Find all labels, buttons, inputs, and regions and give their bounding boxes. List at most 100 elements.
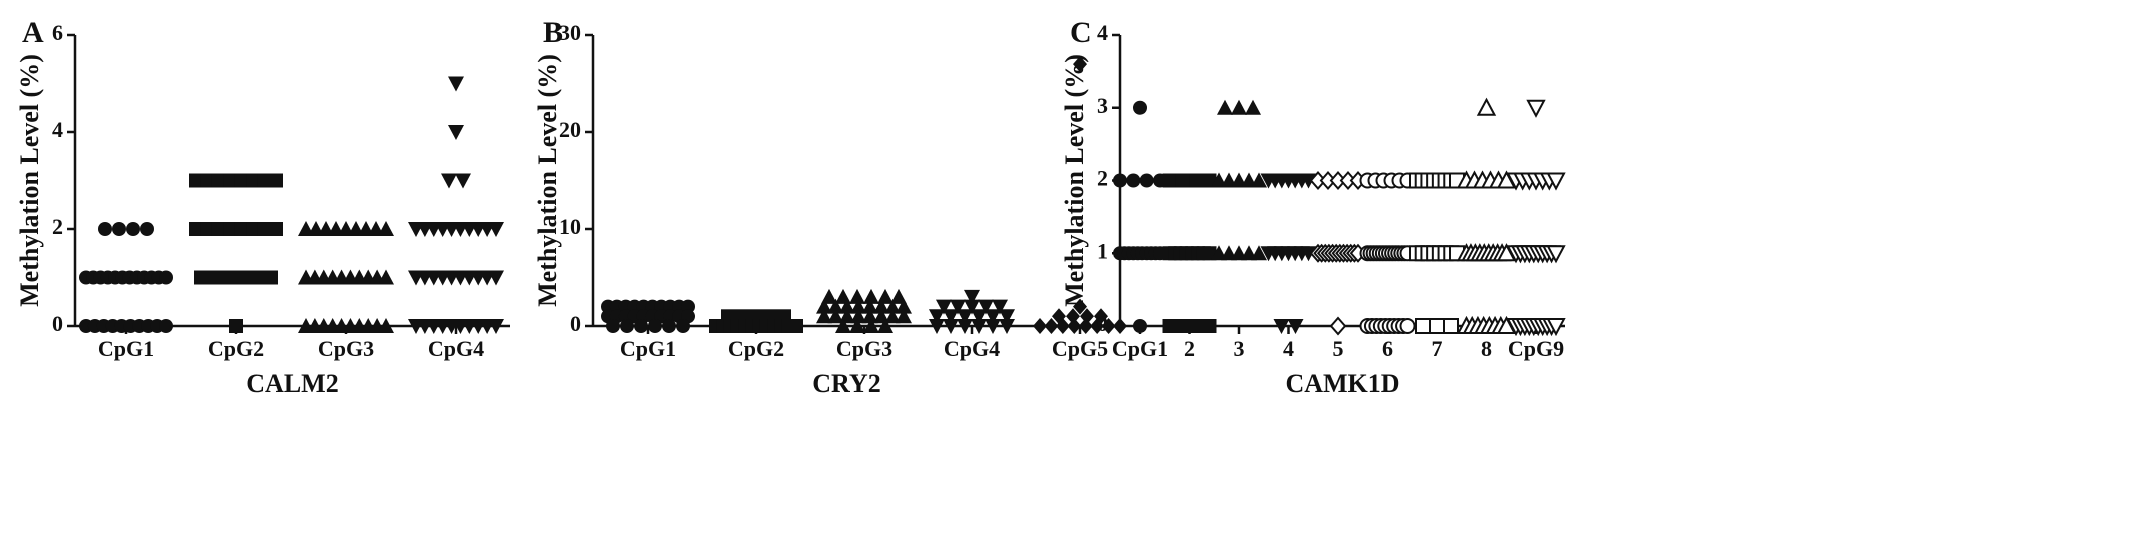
point	[246, 222, 261, 236]
point	[1231, 99, 1247, 115]
y-tick-label: 2	[52, 214, 63, 239]
point	[269, 222, 283, 236]
point	[378, 318, 394, 333]
point	[211, 173, 226, 188]
point	[1476, 97, 1497, 116]
point	[1139, 173, 1154, 188]
point	[957, 309, 973, 325]
point	[112, 222, 126, 236]
point	[1133, 319, 1147, 333]
point	[378, 221, 394, 236]
x-tick-label: CpG2	[728, 336, 784, 361]
point	[681, 299, 695, 314]
y-axis-title: Methylation Level (%)	[533, 54, 562, 307]
point	[1546, 318, 1566, 337]
point	[194, 270, 208, 285]
point	[863, 318, 879, 333]
point	[257, 222, 272, 236]
point	[1133, 100, 1147, 115]
point	[264, 270, 278, 285]
point	[789, 319, 803, 333]
point	[1189, 173, 1204, 188]
point	[488, 270, 504, 286]
x-tick-label: 2	[1184, 336, 1195, 361]
point	[189, 222, 203, 236]
y-tick-label: 10	[559, 214, 581, 239]
point	[1300, 246, 1317, 262]
point	[950, 299, 966, 315]
point	[964, 299, 980, 315]
point	[236, 270, 250, 285]
point	[1067, 318, 1082, 334]
point	[985, 309, 1001, 325]
y-tick-label: 0	[570, 311, 581, 336]
point	[662, 319, 676, 333]
point	[1101, 318, 1116, 334]
point	[1078, 318, 1093, 334]
point	[257, 173, 272, 188]
point	[229, 319, 243, 333]
point	[98, 222, 112, 236]
point	[943, 309, 959, 325]
x-tick-label: 8	[1481, 336, 1492, 361]
point	[1300, 173, 1317, 189]
point	[1113, 173, 1127, 188]
point	[488, 319, 504, 334]
point	[1251, 245, 1267, 261]
point	[126, 222, 140, 236]
point	[1546, 245, 1566, 264]
point	[1126, 173, 1141, 188]
point	[1526, 99, 1546, 118]
point	[978, 299, 994, 315]
point	[222, 270, 236, 285]
x-tick-label: CpG9	[1508, 336, 1564, 361]
point	[441, 173, 457, 189]
x-tick-label: CpG4	[944, 336, 1000, 361]
point	[606, 319, 620, 333]
point	[877, 318, 893, 333]
panel-label: A	[22, 16, 44, 49]
y-axis-title: Methylation Level (%)	[1060, 54, 1089, 307]
point	[1329, 316, 1347, 336]
point	[943, 319, 959, 334]
point	[835, 288, 851, 304]
x-tick-label: CpG1	[620, 336, 676, 361]
x-tick-label: 6	[1382, 336, 1393, 361]
point	[999, 309, 1015, 325]
point	[1066, 308, 1080, 325]
point	[234, 173, 249, 188]
point	[849, 288, 865, 304]
point	[1546, 172, 1566, 191]
point	[1287, 319, 1304, 334]
point	[246, 173, 261, 188]
x-tick-label: CpG2	[208, 336, 264, 361]
point	[648, 319, 662, 333]
panel-label: B	[543, 16, 563, 49]
point	[1090, 318, 1105, 334]
point	[200, 173, 215, 188]
point	[1217, 99, 1233, 115]
point	[159, 319, 173, 333]
point	[838, 298, 855, 314]
point	[1399, 318, 1416, 334]
point	[223, 173, 238, 188]
point	[1033, 318, 1047, 334]
point	[850, 308, 867, 324]
point	[234, 222, 249, 236]
point	[223, 222, 238, 236]
point	[861, 298, 878, 314]
point	[936, 299, 952, 315]
point	[861, 308, 878, 324]
point	[634, 319, 648, 333]
x-tick-label: 5	[1333, 336, 1344, 361]
y-tick-label: 4	[1097, 20, 1108, 45]
point	[1251, 172, 1267, 188]
point	[821, 288, 837, 304]
point	[877, 288, 893, 304]
point	[1443, 318, 1459, 334]
point	[863, 288, 879, 304]
point	[850, 298, 867, 314]
point	[891, 288, 907, 304]
x-tick-label: 3	[1234, 336, 1245, 361]
point	[1415, 318, 1431, 334]
